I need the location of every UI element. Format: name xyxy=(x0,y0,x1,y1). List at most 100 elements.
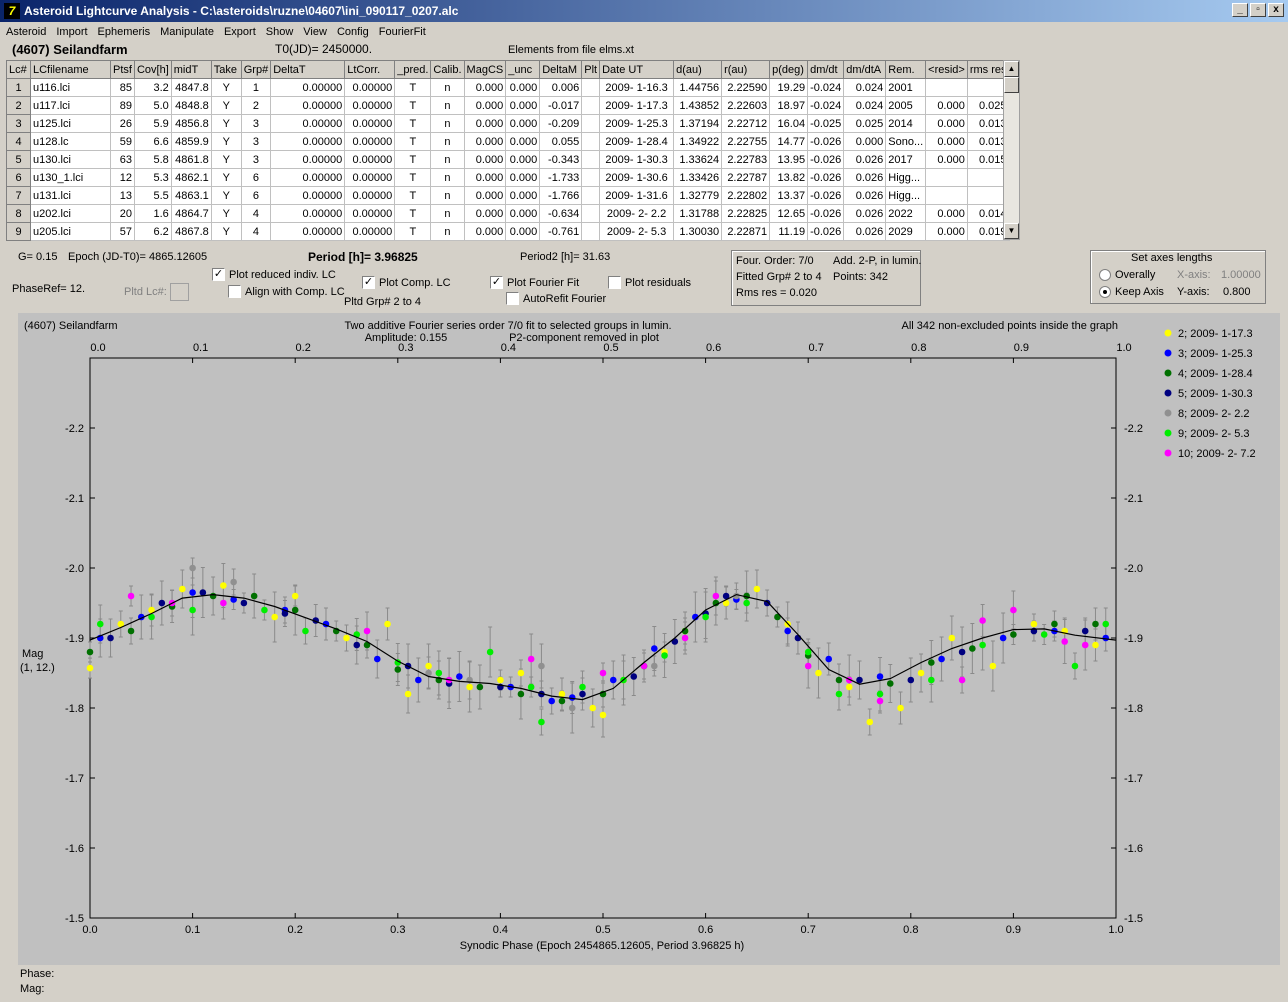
table-cell[interactable]: 1.31788 xyxy=(673,204,723,223)
table-cell[interactable]: 0.00000 xyxy=(270,114,346,133)
table-cell[interactable]: 0.00000 xyxy=(344,204,396,223)
column-header[interactable]: Rem. xyxy=(885,60,927,79)
table-cell[interactable]: 2.22787 xyxy=(721,168,771,187)
row-number[interactable]: 4 xyxy=(6,132,31,151)
table-cell[interactable]: 2014 xyxy=(885,114,927,133)
table-cell[interactable]: 0.00000 xyxy=(344,96,396,115)
table-cell[interactable]: 0.055 xyxy=(539,132,583,151)
table-cell[interactable]: Y xyxy=(210,114,242,133)
table-cell[interactable] xyxy=(925,78,968,97)
table-cell[interactable]: 0.000 xyxy=(505,204,541,223)
table-cell[interactable]: -1.766 xyxy=(539,186,583,205)
table-cell[interactable]: n xyxy=(430,204,465,223)
scroll-up-icon[interactable]: ▲ xyxy=(1004,61,1019,77)
column-header[interactable]: _unc xyxy=(505,60,541,79)
table-cell[interactable]: n xyxy=(430,150,465,169)
table-cell[interactable]: 0.00000 xyxy=(270,222,346,241)
table-cell[interactable]: Y xyxy=(210,78,242,97)
column-header[interactable]: Grp# xyxy=(240,60,272,79)
table-cell[interactable]: 59 xyxy=(110,132,135,151)
table-cell[interactable]: 0.000 xyxy=(463,150,507,169)
table-cell[interactable]: 1 xyxy=(240,78,272,97)
table-cell[interactable]: -0.017 xyxy=(539,96,583,115)
table-cell[interactable]: T xyxy=(394,222,432,241)
table-cell[interactable]: T xyxy=(394,78,432,97)
table-cell[interactable]: 0.000 xyxy=(463,78,507,97)
y-axis-value[interactable]: 0.800 xyxy=(1223,286,1251,298)
table-cell[interactable]: 0.000 xyxy=(463,132,507,151)
table-cell[interactable]: 0.00000 xyxy=(344,78,396,97)
table-cell[interactable]: 6.2 xyxy=(133,222,172,241)
menu-view[interactable]: View xyxy=(303,25,327,38)
table-cell[interactable]: 0.00000 xyxy=(270,96,346,115)
table-cell[interactable]: 2009- 1-30.6 xyxy=(599,168,675,187)
column-header[interactable]: Cov[h] xyxy=(133,60,172,79)
table-cell[interactable]: 0.000 xyxy=(505,96,541,115)
table-cell[interactable] xyxy=(581,78,601,97)
table-cell[interactable]: 2009- 1-31.6 xyxy=(599,186,675,205)
table-cell[interactable]: 0.024 xyxy=(843,96,887,115)
table-cell[interactable]: 0.026 xyxy=(843,168,887,187)
column-header[interactable]: d(au) xyxy=(673,60,723,79)
table-cell[interactable]: 1.44756 xyxy=(673,78,723,97)
menu-manipulate[interactable]: Manipulate xyxy=(160,25,214,38)
table-cell[interactable] xyxy=(581,186,601,205)
table-cell[interactable]: 13.95 xyxy=(769,150,809,169)
table-cell[interactable]: 0.000 xyxy=(505,222,541,241)
table-cell[interactable]: 0.00000 xyxy=(344,186,396,205)
column-header[interactable]: LtCorr. xyxy=(344,60,396,79)
table-cell[interactable]: -1.733 xyxy=(539,168,583,187)
table-cell[interactable]: Y xyxy=(210,186,242,205)
table-cell[interactable]: 4863.1 xyxy=(170,186,212,205)
table-cell[interactable]: n xyxy=(430,132,465,151)
table-cell[interactable]: 0.000 xyxy=(505,168,541,187)
table-cell[interactable]: 57 xyxy=(110,222,135,241)
table-cell[interactable] xyxy=(581,132,601,151)
table-cell[interactable]: 12 xyxy=(110,168,135,187)
epoch-label[interactable]: Epoch (JD-T0)= 4865.12605 xyxy=(68,251,208,263)
table-cell[interactable]: 6 xyxy=(240,186,272,205)
table-cell[interactable]: 2001 xyxy=(885,78,927,97)
table-cell[interactable]: 0.026 xyxy=(843,150,887,169)
table-cell[interactable]: u202.lci xyxy=(30,204,111,223)
table-cell[interactable]: 3 xyxy=(240,114,272,133)
table-cell[interactable] xyxy=(581,150,601,169)
table-cell[interactable]: 0.026 xyxy=(843,222,887,241)
scroll-down-icon[interactable]: ▼ xyxy=(1004,223,1019,239)
table-cell[interactable]: 0.00000 xyxy=(270,132,346,151)
table-cell[interactable]: -0.024 xyxy=(807,96,845,115)
lightcurve-table[interactable]: Lc# LCfilename Ptsf Cov[h] midT Take Grp# Delta… xyxy=(6,60,1010,241)
column-header[interactable]: MagCS xyxy=(463,60,507,79)
table-cell[interactable]: 2009- 1-17.3 xyxy=(599,96,675,115)
table-cell[interactable]: Y xyxy=(210,132,242,151)
table-cell[interactable]: 11.19 xyxy=(769,222,809,241)
table-cell[interactable]: 1.34922 xyxy=(673,132,723,151)
lightcurve-plot[interactable]: (4607) Seilandfarm Two additive Fourier … xyxy=(18,313,1280,965)
autorefit-checkbox[interactable]: AutoRefit Fourier xyxy=(506,292,606,305)
row-number[interactable]: 6 xyxy=(6,168,31,187)
table-cell[interactable]: 0.000 xyxy=(505,150,541,169)
table-cell[interactable]: Y xyxy=(210,168,242,187)
table-cell[interactable]: 4 xyxy=(240,222,272,241)
table-cell[interactable]: 12.65 xyxy=(769,204,809,223)
overally-radio[interactable]: Overally xyxy=(1099,269,1155,281)
table-cell[interactable]: -0.026 xyxy=(807,222,845,241)
column-header[interactable]: r(au) xyxy=(721,60,771,79)
table-cell[interactable]: 0.000 xyxy=(843,132,887,151)
table-cell[interactable]: 0.00000 xyxy=(270,204,346,223)
table-cell[interactable]: 0.000 xyxy=(925,204,968,223)
table-cell[interactable]: u131.lci xyxy=(30,186,111,205)
table-cell[interactable]: 6.6 xyxy=(133,132,172,151)
plot-residuals-checkbox[interactable]: Plot residuals xyxy=(608,276,691,289)
table-cell[interactable]: u125.lci xyxy=(30,114,111,133)
table-cell[interactable]: 16.04 xyxy=(769,114,809,133)
column-header[interactable]: <resid> xyxy=(925,60,968,79)
table-cell[interactable] xyxy=(581,96,601,115)
table-cell[interactable]: 4848.8 xyxy=(170,96,212,115)
table-cell[interactable]: 0.000 xyxy=(463,114,507,133)
